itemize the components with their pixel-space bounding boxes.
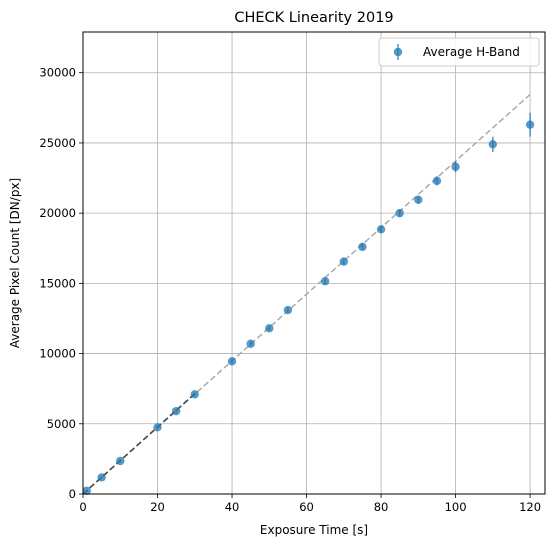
y-axis-label: Average Pixel Count [DN/px] — [8, 178, 22, 348]
data-point — [451, 162, 460, 172]
y-tick-label: 20000 — [39, 206, 76, 220]
x-tick-label: 80 — [374, 500, 389, 514]
data-point — [227, 357, 237, 366]
y-tick-label: 0 — [69, 487, 76, 501]
y-tick-label: 30000 — [39, 66, 76, 80]
legend-label: Average H-Band — [423, 45, 520, 59]
data-point — [171, 406, 181, 416]
chart-title: CHECK Linearity 2019 — [234, 10, 393, 26]
data-points — [82, 112, 535, 495]
y-tick-label: 10000 — [39, 347, 76, 361]
y-tick-label: 15000 — [39, 276, 76, 290]
legend-marker — [393, 44, 403, 60]
data-point — [283, 305, 293, 315]
y-tick-label: 25000 — [39, 136, 76, 150]
x-axis-label: Exposure Time [s] — [260, 523, 368, 537]
plot-frame — [82, 31, 546, 495]
x-tick-label: 100 — [445, 500, 467, 514]
data-point — [376, 225, 386, 234]
axis-ticks: 0 20 40 60 80 100 120 0 5000 10000 15000 20000 25000… — [39, 66, 541, 514]
y-tick-label: 5000 — [47, 417, 76, 431]
x-tick-label: 20 — [150, 500, 165, 514]
data-point — [246, 339, 255, 348]
grid-lines — [82, 32, 545, 495]
data-point — [414, 195, 423, 205]
data-point — [320, 277, 330, 286]
data-point — [339, 257, 349, 266]
x-tick-label: 0 — [79, 500, 86, 514]
x-tick-label: 40 — [225, 500, 240, 514]
data-point — [358, 242, 367, 252]
legend-box — [378, 37, 540, 67]
x-tick-label: 120 — [519, 500, 541, 514]
data-point — [432, 176, 442, 186]
x-tick-label: 60 — [299, 500, 314, 514]
data-point — [116, 456, 125, 466]
fit-line — [82, 393, 196, 495]
data-point — [190, 390, 199, 399]
data-point — [525, 120, 535, 129]
data-point — [153, 423, 162, 432]
data-point — [82, 486, 91, 495]
data-point — [488, 140, 498, 149]
data-point — [265, 324, 274, 333]
data-point — [395, 208, 404, 218]
legend: Average H-Band — [378, 37, 540, 67]
data-point — [97, 473, 106, 482]
